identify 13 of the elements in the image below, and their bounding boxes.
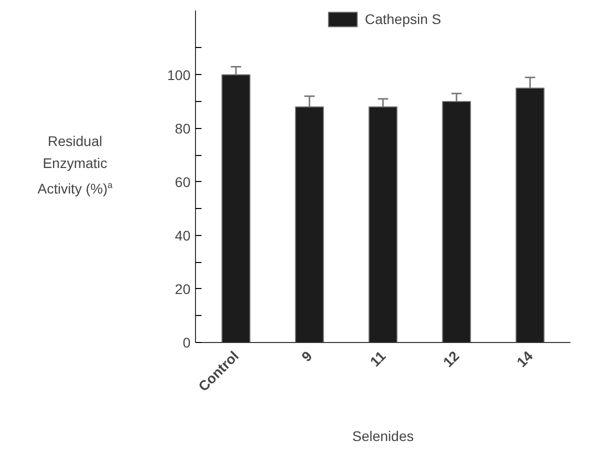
- y-tick-label: 80: [174, 120, 191, 136]
- y-tick-label: 40: [174, 227, 191, 244]
- x-axis-title: Selenides: [352, 428, 414, 444]
- y-tick-label: 100: [167, 66, 191, 83]
- y-axis-title: Residual Enzymatic Activity (%)$^{a}$: [37, 132, 112, 199]
- legend-label: Cathepsin S: [364, 11, 442, 27]
- x-tick-label: 14: [513, 348, 536, 370]
- y-tick-label: 20: [174, 280, 191, 297]
- y-tick-label: 0: [182, 334, 191, 350]
- x-tick-label: 11: [366, 348, 389, 370]
- x-tick-label: 9: [298, 348, 316, 365]
- x-tick-label: 12: [440, 348, 462, 370]
- y-tick-label: 60: [174, 174, 191, 190]
